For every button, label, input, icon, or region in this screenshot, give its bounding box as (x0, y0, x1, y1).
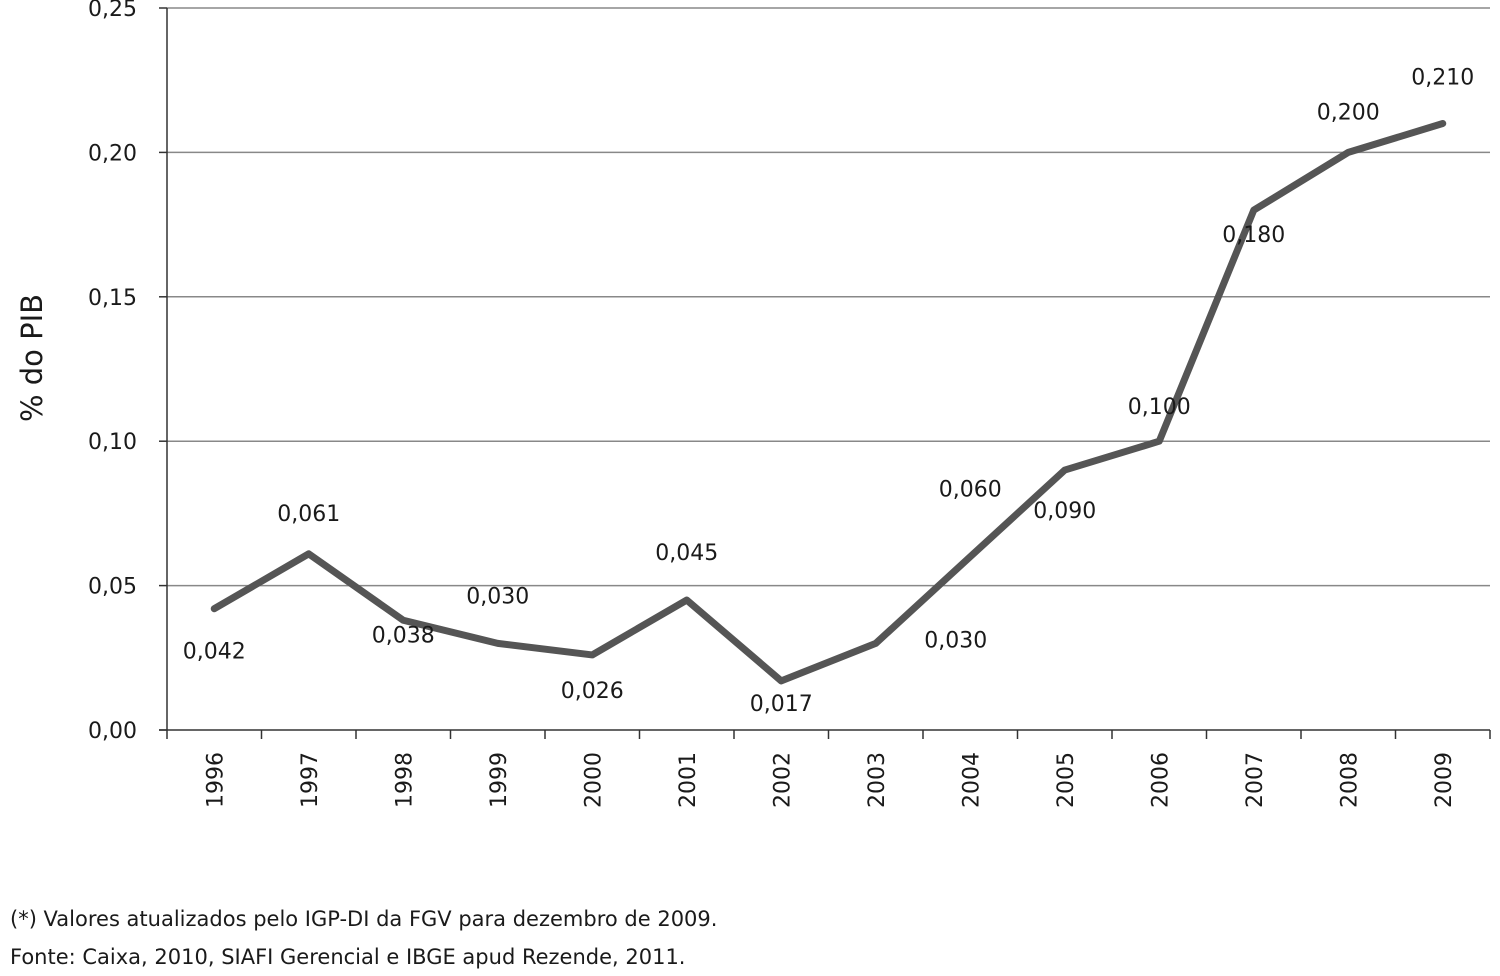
x-tick-label: 2004 (959, 752, 984, 808)
x-tick-label: 2008 (1337, 752, 1362, 808)
data-label: 0,180 (1222, 223, 1285, 248)
data-label: 0,026 (561, 679, 624, 704)
x-tick-label: 2006 (1148, 752, 1173, 808)
y-tick-label: 0,25 (88, 0, 137, 22)
data-label: 0,090 (1033, 499, 1096, 524)
data-label: 0,017 (750, 692, 813, 717)
series-line-group (210, 120, 1447, 685)
series-line (210, 120, 1447, 685)
footnote: (*) Valores atualizados pelo IGP-DI da F… (10, 907, 718, 931)
source-note: Fonte: Caixa, 2010, SIAFI Gerencial e IB… (10, 945, 686, 969)
y-tick-label: 0,05 (88, 575, 137, 600)
data-label: 0,030 (924, 628, 987, 653)
data-label: 0,100 (1128, 395, 1191, 420)
data-label: 0,038 (372, 623, 435, 648)
x-tick-label: 2007 (1243, 752, 1268, 808)
data-label: 0,210 (1411, 66, 1474, 91)
x-axis-ticks: 1996 1997 1998 1999 2000 2001 2002 2003 2004 2005… (166, 730, 1491, 808)
data-label: 0,200 (1317, 100, 1380, 125)
gridlines (167, 7, 1490, 587)
y-tick-label: 0,00 (88, 719, 137, 744)
y-tick-label: 0,10 (88, 430, 137, 455)
y-axis-ticks: 0,00 0,05 0,10 0,15 0,20 0,25 (88, 0, 167, 744)
x-tick-label: 2001 (676, 752, 701, 808)
chart-notes: (*) Valores atualizados pelo IGP-DI da F… (10, 900, 717, 976)
y-axis-label: % do PIB (15, 294, 49, 422)
data-label: 0,045 (655, 541, 718, 566)
x-tick-label: 2005 (1054, 752, 1079, 808)
x-tick-label: 1998 (392, 752, 417, 808)
data-label: 0,061 (277, 502, 340, 527)
x-tick-label: 1999 (487, 752, 512, 808)
x-tick-label: 2000 (581, 752, 606, 808)
data-labels: 0,042 0,061 0,038 0,030 0,026 0,045 0,017 0,030… (183, 66, 1474, 717)
axes (159, 8, 1490, 731)
data-label: 0,030 (466, 584, 529, 609)
x-tick-label: 2002 (770, 752, 795, 808)
y-tick-label: 0,15 (88, 286, 137, 311)
x-tick-label: 1997 (298, 752, 323, 808)
data-label: 0,042 (183, 640, 246, 665)
x-tick-label: 2003 (865, 752, 890, 808)
x-tick-label: 2009 (1432, 752, 1457, 808)
line-chart: 0,000,050,100,150,200,25 1996 1997 1998 199… (15, 0, 1491, 808)
y-tick-label: 0,20 (88, 141, 137, 166)
data-label: 0,060 (939, 478, 1002, 503)
x-tick-label: 1996 (203, 752, 228, 808)
